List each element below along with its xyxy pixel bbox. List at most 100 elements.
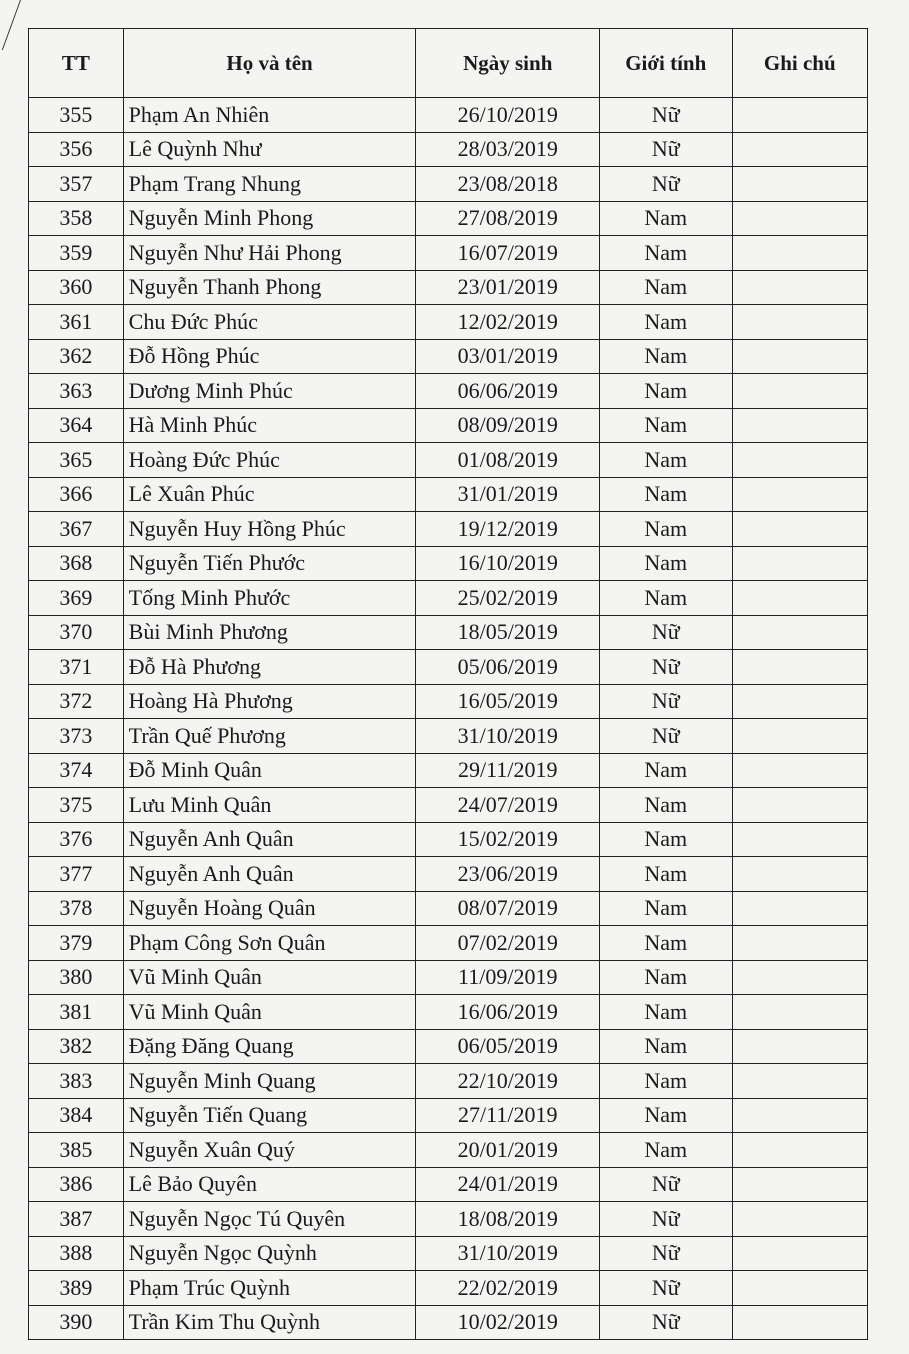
cell-note [731, 994, 869, 1030]
cell-note [731, 614, 869, 650]
cell-tt: 366 [28, 476, 124, 512]
cell-note [731, 752, 869, 788]
cell-note [731, 1166, 869, 1202]
cell-dob: 01/08/2019 [415, 442, 601, 478]
cell-gender: Nam [599, 994, 733, 1030]
cell-name: Hà Minh Phúc [122, 407, 417, 443]
table-row: 362 Đỗ Hồng Phúc 03/01/2019 Nam [28, 338, 869, 374]
header-dob: Ngày sinh [415, 28, 601, 98]
cell-tt: 388 [28, 1235, 124, 1271]
cell-name: Phạm Trang Nhung [122, 166, 417, 202]
cell-name: Nguyễn Tiến Phước [122, 545, 417, 581]
cell-dob: 23/06/2019 [415, 856, 601, 892]
cell-dob: 10/02/2019 [415, 1304, 601, 1340]
cell-tt: 357 [28, 166, 124, 202]
cell-name: Nguyễn Minh Phong [122, 200, 417, 236]
student-list-table: TT Họ và tên Ngày sinh Giới tính Ghi chú… [28, 28, 869, 1340]
cell-dob: 16/10/2019 [415, 545, 601, 581]
cell-name: Lê Xuân Phúc [122, 476, 417, 512]
cell-dob: 18/08/2019 [415, 1201, 601, 1237]
cell-dob: 06/06/2019 [415, 373, 601, 409]
cell-gender: Nam [599, 511, 733, 547]
table-row: 357 Phạm Trang Nhung 23/08/2018 Nữ [28, 166, 869, 202]
cell-dob: 18/05/2019 [415, 614, 601, 650]
cell-tt: 370 [28, 614, 124, 650]
cell-note [731, 200, 869, 236]
cell-note [731, 1304, 869, 1340]
cell-name: Nguyễn Minh Quang [122, 1063, 417, 1099]
cell-dob: 25/02/2019 [415, 580, 601, 616]
cell-tt: 379 [28, 925, 124, 961]
cell-name: Trần Quế Phương [122, 718, 417, 754]
table-header-row: TT Họ và tên Ngày sinh Giới tính Ghi chú [28, 28, 869, 98]
cell-note [731, 1270, 869, 1306]
cell-note [731, 97, 869, 133]
cell-name: Trần Kim Thu Quỳnh [122, 1304, 417, 1340]
cell-name: Nguyễn Hoàng Quân [122, 890, 417, 926]
cell-gender: Nam [599, 545, 733, 581]
cell-note [731, 338, 869, 374]
table-row: 380 Vũ Minh Quân 11/09/2019 Nam [28, 959, 869, 995]
cell-name: Nguyễn Tiến Quang [122, 1097, 417, 1133]
cell-dob: 16/05/2019 [415, 683, 601, 719]
cell-gender: Nam [599, 1097, 733, 1133]
cell-note [731, 407, 869, 443]
cell-tt: 383 [28, 1063, 124, 1099]
cell-tt: 359 [28, 235, 124, 271]
cell-dob: 11/09/2019 [415, 959, 601, 995]
table-row: 383 Nguyễn Minh Quang 22/10/2019 Nam [28, 1063, 869, 1099]
cell-tt: 376 [28, 821, 124, 857]
cell-dob: 07/02/2019 [415, 925, 601, 961]
cell-note [731, 373, 869, 409]
cell-dob: 22/10/2019 [415, 1063, 601, 1099]
table-row: 390 Trần Kim Thu Quỳnh 10/02/2019 Nữ [28, 1304, 869, 1340]
cell-tt: 382 [28, 1028, 124, 1064]
table-row: 378 Nguyễn Hoàng Quân 08/07/2019 Nam [28, 890, 869, 926]
cell-tt: 365 [28, 442, 124, 478]
cell-dob: 31/01/2019 [415, 476, 601, 512]
table-row: 372 Hoàng Hà Phương 16/05/2019 Nữ [28, 683, 869, 719]
cell-note [731, 442, 869, 478]
cell-name: Phạm An Nhiên [122, 97, 417, 133]
cell-name: Nguyễn Anh Quân [122, 821, 417, 857]
cell-note [731, 476, 869, 512]
cell-note [731, 1201, 869, 1237]
table-row: 386 Lê Bảo Quyên 24/01/2019 Nữ [28, 1166, 869, 1202]
table-row: 360 Nguyễn Thanh Phong 23/01/2019 Nam [28, 269, 869, 305]
cell-tt: 360 [28, 269, 124, 305]
cell-name: Lê Bảo Quyên [122, 1166, 417, 1202]
table-row: 388 Nguyễn Ngọc Quỳnh 31/10/2019 Nữ [28, 1235, 869, 1271]
cell-dob: 26/10/2019 [415, 97, 601, 133]
cell-dob: 05/06/2019 [415, 649, 601, 685]
cell-tt: 378 [28, 890, 124, 926]
cell-name: Dương Minh Phúc [122, 373, 417, 409]
table-row: 377 Nguyễn Anh Quân 23/06/2019 Nam [28, 856, 869, 892]
cell-tt: 368 [28, 545, 124, 581]
cell-gender: Nam [599, 580, 733, 616]
table-row: 381 Vũ Minh Quân 16/06/2019 Nam [28, 994, 869, 1030]
cell-gender: Nam [599, 304, 733, 340]
cell-dob: 08/09/2019 [415, 407, 601, 443]
cell-tt: 358 [28, 200, 124, 236]
cell-note [731, 890, 869, 926]
cell-dob: 20/01/2019 [415, 1132, 601, 1168]
table-row: 368 Nguyễn Tiến Phước 16/10/2019 Nam [28, 545, 869, 581]
cell-tt: 371 [28, 649, 124, 685]
cell-gender: Nam [599, 338, 733, 374]
table-row: 385 Nguyễn Xuân Quý 20/01/2019 Nam [28, 1132, 869, 1168]
cell-gender: Nam [599, 856, 733, 892]
cell-tt: 385 [28, 1132, 124, 1168]
paper-edge-line [0, 0, 21, 50]
cell-gender: Nữ [599, 1270, 733, 1306]
cell-dob: 29/11/2019 [415, 752, 601, 788]
cell-gender: Nữ [599, 166, 733, 202]
cell-name: Nguyễn Huy Hồng Phúc [122, 511, 417, 547]
cell-dob: 16/06/2019 [415, 994, 601, 1030]
table-row: 382 Đặng Đăng Quang 06/05/2019 Nam [28, 1028, 869, 1064]
cell-name: Đỗ Minh Quân [122, 752, 417, 788]
cell-note [731, 580, 869, 616]
header-tt: TT [28, 28, 124, 98]
cell-note [731, 131, 869, 167]
cell-name: Hoàng Hà Phương [122, 683, 417, 719]
cell-note [731, 718, 869, 754]
